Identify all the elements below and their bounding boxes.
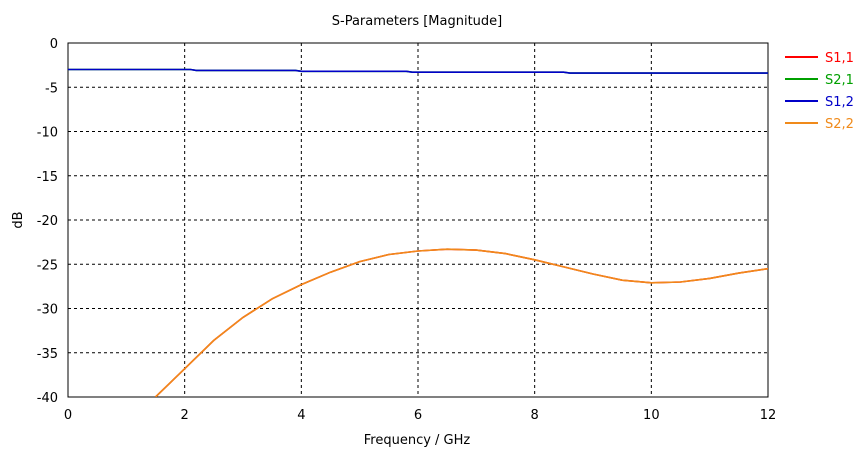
- x-tick-label: 12: [760, 408, 777, 423]
- y-tick-label: -5: [45, 81, 58, 96]
- series-lines: [68, 68, 768, 397]
- legend-label: S2,2: [825, 117, 854, 132]
- series-line-S1-1: [154, 248, 768, 397]
- axes: 0 2 4 6 8 10 12 0 -5 -10 -15 -20 -25 -30 -35 -40: [37, 37, 777, 423]
- grid-lines: [68, 43, 768, 397]
- x-tick-label: 0: [64, 408, 72, 423]
- x-tick-label: 2: [181, 408, 189, 423]
- plot-frame: [67, 42, 769, 398]
- x-tick-label: 8: [531, 408, 539, 423]
- y-tick-label: -25: [37, 258, 58, 273]
- x-axis-label: Frequency / GHz: [364, 433, 471, 448]
- legend-label: S1,2: [825, 95, 854, 110]
- x-tick-label: 4: [297, 408, 305, 423]
- chart-title: S-Parameters [Magnitude]: [332, 14, 503, 29]
- y-axis-label: dB: [11, 211, 26, 228]
- series-line-S1-2: [68, 68, 768, 74]
- y-tick-label: -30: [37, 303, 58, 318]
- x-tick-label: 6: [414, 408, 422, 423]
- y-tick-label: -20: [37, 214, 58, 229]
- y-tick-label: -10: [37, 126, 58, 141]
- legend-label: S2,1: [825, 73, 854, 88]
- legend: S1,1 S2,1 S1,2 S2,2: [785, 51, 854, 132]
- x-tick-label: 10: [643, 408, 660, 423]
- y-tick-label: 0: [50, 37, 58, 52]
- y-tick-label: -40: [37, 391, 58, 406]
- legend-label: S1,1: [825, 51, 854, 66]
- y-tick-label: -15: [37, 170, 58, 185]
- series-line-S2-2: [154, 248, 768, 397]
- y-tick-label: -35: [37, 347, 58, 362]
